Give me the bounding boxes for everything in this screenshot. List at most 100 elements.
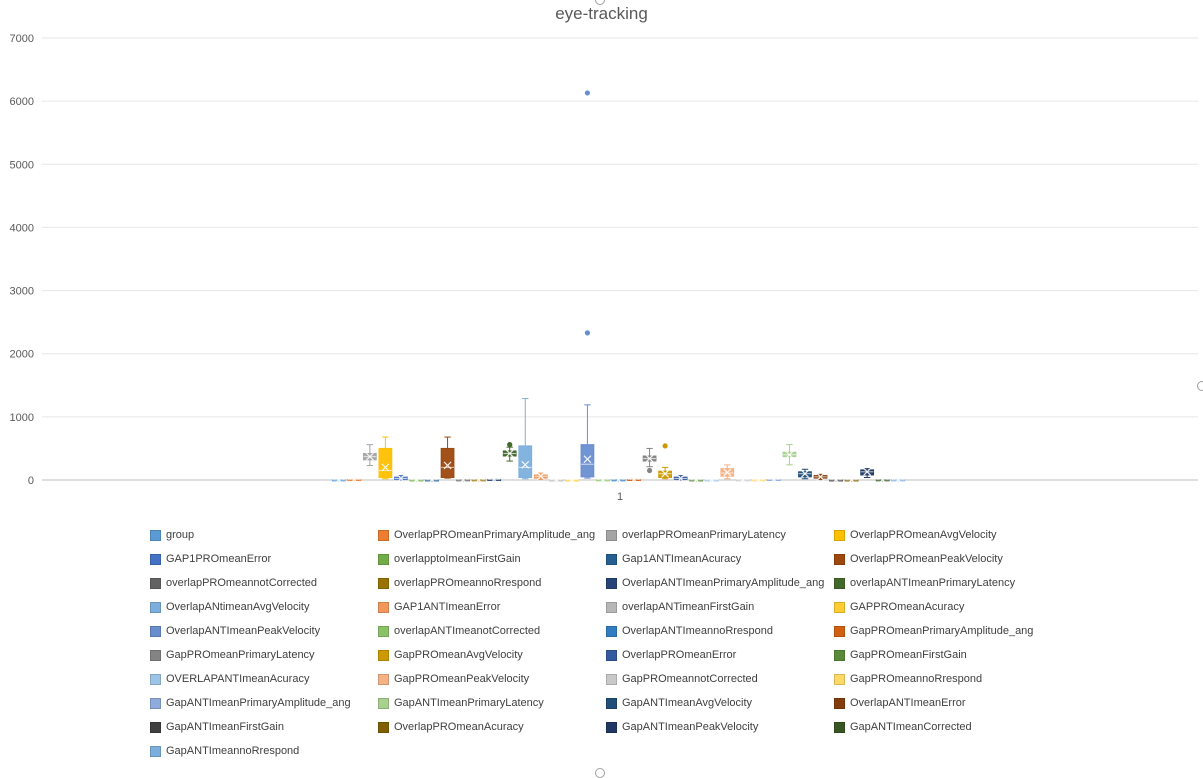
legend-swatch [606, 649, 617, 661]
y-tick-label: 4000 [10, 222, 34, 234]
mean-marker [692, 476, 701, 484]
y-tick-label: 6000 [10, 96, 34, 108]
legend-swatch [150, 697, 161, 709]
y-tick-label: 7000 [10, 33, 34, 45]
legend-item: GapPROmeannoRrespond [834, 671, 982, 687]
legend-label: OverlapANTImeanError [850, 697, 966, 709]
mean-marker [350, 475, 359, 484]
legend-swatch [606, 529, 617, 541]
box-GapPROmeanFirstGain [689, 476, 704, 484]
box-GapANTImeanPrimaryLatency [782, 444, 797, 466]
legend-swatch [378, 577, 389, 589]
y-tick-label: 3000 [10, 286, 34, 298]
mean-marker [863, 467, 872, 476]
legend-swatch [834, 625, 845, 637]
legend-swatch [378, 721, 389, 733]
outlier-point [646, 467, 653, 474]
box-GapPROmeanAvgVelocity [658, 443, 672, 480]
legend-swatch [834, 553, 845, 565]
legend-label: GAPPROmeanAcuracy [850, 601, 965, 613]
box-overlapPROmeanPrimaryLatency [362, 444, 377, 466]
legend-swatch [606, 721, 617, 733]
legend-label: OverlapANtimeanAvgVelocity [166, 601, 310, 613]
legend-label: GapPROmeanPrimaryAmplitude_ang [850, 625, 1034, 637]
legend-item: OverlapPROmeanPrimaryAmplitude_ang [378, 527, 595, 543]
box-GapPROmeanPrimaryAmplitude_ang [627, 475, 641, 484]
mean-marker [599, 475, 607, 484]
mean-marker [459, 475, 468, 484]
legend-swatch [150, 553, 161, 565]
box-OVERLAPANTImeanAcuracy [704, 476, 719, 484]
box-GapPROmeannoRrespond [751, 475, 766, 484]
legend-item: GapANTImeanPrimaryAmplitude_ang [150, 695, 351, 711]
legend-label: GapANTImeanAvgVelocity [622, 697, 753, 709]
legend-label: OverlapPROmeanPeakVelocity [850, 553, 1003, 565]
box-overlapANTimeanFirstGain [549, 476, 564, 484]
legend-label: OverlapANTImeannoRrespond [622, 625, 774, 637]
legend-label: OverlapANTImeanPeakVelocity [166, 625, 321, 637]
box-body [378, 447, 393, 478]
mean-marker [630, 475, 638, 484]
mean-marker [614, 475, 623, 484]
legend-item: OverlapANTImeanPeakVelocity [150, 623, 320, 639]
selection-handle-bottom[interactable] [595, 768, 605, 778]
box-GapANTImeannoRrespond [891, 475, 906, 484]
legend-item: Gap1ANTImeanAcuracy [606, 551, 741, 567]
legend-label: GAP1PROmeanError [166, 553, 272, 565]
legend-label: overlapANTImeanotCorrected [394, 625, 541, 637]
legend-swatch [150, 625, 161, 637]
legend-swatch [150, 601, 161, 613]
box-OverlapANtimeanAvgVelocity [518, 398, 533, 480]
box-GAPPROmeanAcuracy [565, 476, 579, 484]
mean-marker [847, 476, 856, 484]
legend-label: GapPROmeannoRrespond [850, 673, 983, 685]
legend-label: OverlapPROmeanError [622, 649, 737, 661]
box-body [440, 447, 455, 478]
legend-item: OVERLAPANTImeanAcuracy [150, 671, 309, 687]
legend-item: GapANTImeanCorrected [834, 719, 972, 735]
legend-swatch [606, 625, 617, 637]
legend-label: overlapPROmeannotCorrected [166, 577, 318, 589]
legend-item: OverlapANTImeanPrimaryAmplitude_ang [606, 575, 824, 591]
x-tick-label: 1 [617, 491, 623, 503]
legend-swatch [834, 577, 845, 589]
mean-marker [412, 476, 421, 484]
outlier-point [584, 330, 591, 336]
mean-marker [474, 475, 483, 484]
y-tick-label: 0 [28, 475, 34, 487]
legend-swatch [150, 745, 161, 757]
box-overlapANTImeanotCorrected [596, 475, 610, 484]
y-tick-label: 5000 [10, 159, 34, 171]
box-GapANTImeanAvgVelocity [798, 468, 812, 480]
chart-title: eye-tracking [555, 4, 648, 23]
legend-swatch [378, 625, 389, 637]
legend-swatch [378, 529, 389, 541]
box-GapPROmeanPeakVelocity [720, 464, 735, 480]
outlier-point [584, 90, 591, 96]
legend-label: GAP1ANTImeanError [394, 601, 501, 613]
mean-marker [801, 469, 809, 478]
legend-item: GapPROmeanPrimaryLatency [150, 647, 315, 663]
box-group [331, 475, 346, 484]
legend-item: GapPROmeanPeakVelocity [378, 671, 529, 687]
legend-swatch [378, 673, 389, 685]
legend-label: group [166, 529, 195, 541]
legend-swatch [606, 697, 617, 709]
mean-marker [894, 475, 903, 484]
legend-item: GapANTImeanPrimaryLatency [378, 695, 544, 711]
legend-label: OverlapANTImeanPrimaryAmplitude_ang [622, 577, 825, 589]
legend-item: GapANTImeannoRrespond [150, 743, 299, 759]
box-OverlapPROmeanError [673, 474, 688, 483]
box-body [580, 444, 595, 478]
legend-swatch [834, 721, 845, 733]
legend-item: OverlapANTImeannoRrespond [606, 623, 773, 639]
legend-label: OVERLAPANTImeanAcuracy [166, 673, 310, 685]
legend-label: GapANTImeanPrimaryLatency [394, 697, 544, 709]
mean-marker [536, 472, 545, 481]
legend-label: GapANTImeanCorrected [850, 721, 972, 733]
selection-handle-right[interactable] [1197, 381, 1203, 391]
box-GapANTImeanPrimaryAmplitude_ang [767, 475, 781, 484]
box-body [518, 445, 533, 478]
legend-item: GapANTImeanAvgVelocity [606, 695, 752, 711]
legend-label: GapANTImeanFirstGain [166, 721, 284, 733]
